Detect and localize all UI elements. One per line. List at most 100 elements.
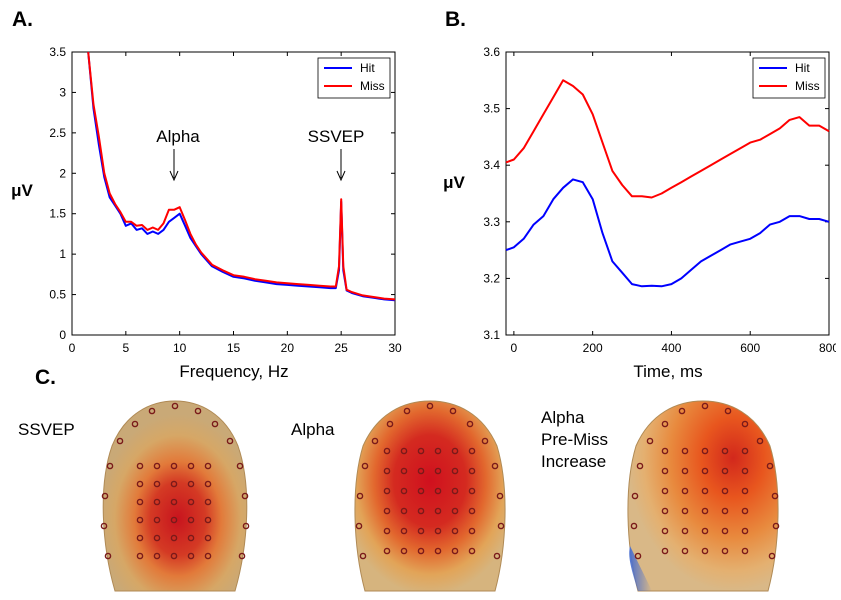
electrode-dot: [101, 492, 109, 500]
electrode-dot: [383, 447, 391, 455]
electrode-dot: [236, 462, 244, 470]
electrode-dot: [701, 507, 709, 515]
electrode-dot: [400, 467, 408, 475]
electrode-dot: [451, 507, 459, 515]
electrode-dot: [194, 407, 202, 415]
chart-a-ytick-label: 2: [59, 166, 66, 180]
electrode-dot: [187, 552, 195, 560]
chart-a-xtick-label: 25: [334, 341, 348, 355]
chart-b-plot-frame: [505, 51, 830, 336]
electrode-dot: [701, 467, 709, 475]
electrode-dot: [383, 487, 391, 495]
alpha-annotation: Alpha: [156, 127, 200, 146]
electrode-dot: [468, 487, 476, 495]
electrode-dot: [721, 547, 729, 555]
electrode-dot: [359, 552, 367, 560]
chart-a-ytick-label: 1: [59, 247, 66, 261]
electrode-dot: [701, 447, 709, 455]
chart-b-series-hit-line: [505, 178, 830, 288]
electrode-dot: [741, 447, 749, 455]
chart-a-series-miss-line: [87, 51, 396, 301]
electrode-dot: [451, 547, 459, 555]
electrode-dot: [187, 516, 195, 524]
electrode-dot: [434, 527, 442, 535]
chart-a-ytick-label: 1.5: [49, 207, 66, 221]
electrode-dot: [131, 420, 139, 428]
electrode-dot: [417, 507, 425, 515]
chart-b-ylabel: μV: [443, 173, 465, 192]
electrode-dot: [400, 447, 408, 455]
electrode-dot: [451, 527, 459, 535]
electrode-dot: [136, 462, 144, 470]
electrode-dot: [204, 480, 212, 488]
electrode-dot: [434, 547, 442, 555]
electrode-dot: [136, 480, 144, 488]
chart-a-legend-box: [317, 57, 391, 99]
electrode-dot: [170, 552, 178, 560]
ssvep-head-shape: [102, 400, 248, 592]
chart-b-ytick-label: 3.5: [483, 102, 500, 116]
electrode-dot: [741, 420, 749, 428]
chart-b-xtick-label: 600: [740, 341, 760, 355]
electrode-dot: [153, 498, 161, 506]
electrode-dot: [661, 507, 669, 515]
topomap-ssvep-head: [100, 400, 250, 592]
electrode-dot: [434, 507, 442, 515]
electrode-dot: [187, 480, 195, 488]
electrode-dot: [434, 447, 442, 455]
chart-a-legend-hit-label: Hit: [360, 61, 375, 75]
electrode-dot: [355, 522, 363, 530]
electrode-dot: [681, 467, 689, 475]
electrode-dot: [721, 527, 729, 535]
electrode-dot: [496, 492, 504, 500]
electrode-dot: [741, 467, 749, 475]
chart-a-xtick-label: 15: [227, 341, 241, 355]
electrode-dot: [400, 487, 408, 495]
electrode-dot: [756, 437, 764, 445]
electrode-dot: [356, 492, 364, 500]
electrode-dot: [681, 527, 689, 535]
electrode-dot: [153, 516, 161, 524]
electrode-dot: [701, 402, 709, 410]
electrode-dot: [187, 498, 195, 506]
electrode-dot: [241, 492, 249, 500]
chart-b-legend: Hit Miss: [752, 57, 826, 99]
chart-b-xlabel: Time, ms: [633, 362, 702, 381]
electrode-dot: [204, 552, 212, 560]
electrode-dot: [400, 507, 408, 515]
chart-b-ytick-label: 3.2: [483, 271, 500, 285]
chart-a-xlabel: Frequency, Hz: [179, 362, 288, 381]
electrode-dot: [451, 447, 459, 455]
electrode-dot: [417, 447, 425, 455]
electrode-dot: [661, 420, 669, 428]
electrode-dot: [434, 467, 442, 475]
electrode-dot: [204, 516, 212, 524]
electrode-dot: [681, 487, 689, 495]
electrode-dot: [226, 437, 234, 445]
electrode-dot: [491, 462, 499, 470]
alpha-arrowhead: [169, 170, 179, 182]
electrode-dot: [104, 552, 112, 560]
chart-a-legend-miss-label: Miss: [360, 79, 385, 93]
electrode-dot: [468, 507, 476, 515]
electrode-dot: [701, 527, 709, 535]
electrode-dot: [153, 552, 161, 560]
electrode-dot: [497, 522, 505, 530]
electrode-dot: [449, 407, 457, 415]
electrode-dot: [187, 534, 195, 542]
electrode-dot: [361, 462, 369, 470]
electrode-dot: [434, 487, 442, 495]
chart-b-legend-miss-label: Miss: [795, 79, 820, 93]
alpha-electrodes: [355, 402, 505, 560]
chart-a-ytick-label: 3: [59, 85, 66, 99]
electrode-dot: [153, 534, 161, 542]
topomap-alpha-increase-head: [627, 400, 780, 592]
electrode-dot: [721, 487, 729, 495]
electrode-dot: [721, 507, 729, 515]
chart-a-ylabel: μV: [11, 181, 33, 200]
electrode-dot: [426, 402, 434, 410]
electrode-dot: [400, 527, 408, 535]
electrode-dot: [493, 552, 501, 560]
electrode-dot: [681, 447, 689, 455]
chart-a-ytick-label: 0.5: [49, 288, 66, 302]
